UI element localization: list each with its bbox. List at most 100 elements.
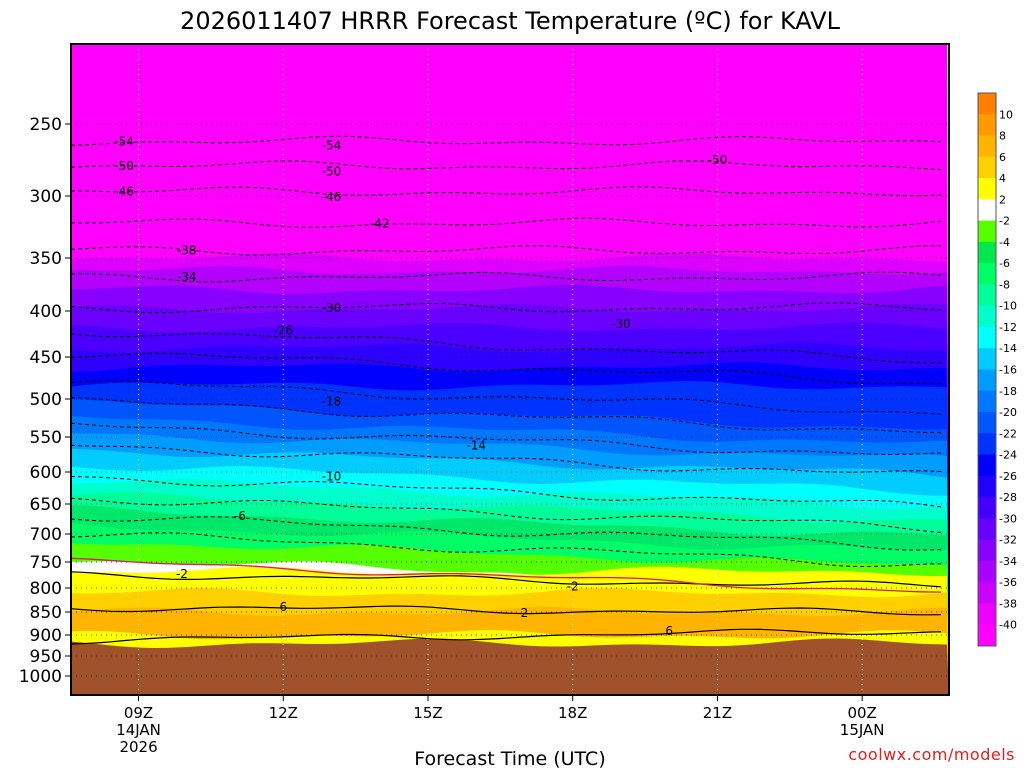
colorbar-swatch (978, 433, 996, 456)
colorbar-tick-label: -8 (999, 278, 1010, 291)
colorbar-swatch (978, 220, 996, 243)
isotherm-line (71, 516, 942, 551)
colorbar-swatch (978, 326, 996, 349)
colorbar-swatch (978, 624, 996, 647)
colorbar-tick-label: 10 (999, 108, 1013, 121)
y-tick-label: 950 (30, 647, 62, 667)
y-tick-label: 750 (30, 553, 62, 573)
colorbar-tick-label: 2 (999, 193, 1006, 206)
colorbar-tick-label: -40 (999, 619, 1017, 632)
colorbar-swatch (978, 369, 996, 392)
isotherm-line (71, 271, 942, 283)
y-tick-label: 700 (30, 525, 62, 545)
temperature-bands (71, 44, 949, 695)
colorbar-swatch (978, 390, 996, 413)
x-tick-label: 15Z (413, 704, 442, 722)
colorbar-swatch (978, 454, 996, 477)
colorbar-tick-label: -36 (999, 576, 1017, 589)
colorbar-swatch (978, 560, 996, 583)
contour-label: -14 (466, 438, 486, 452)
y-tick-label: 500 (30, 390, 62, 410)
colorbar-tick-label: -28 (999, 491, 1017, 504)
y-tick-label: 300 (30, 187, 62, 207)
isotherm-line (71, 302, 942, 314)
contour-label: -38 (177, 244, 197, 258)
x-tick-label: 2026 (119, 738, 157, 756)
colorbar-tick-label: -14 (999, 342, 1017, 355)
colorbar-swatch (978, 518, 996, 541)
colorbar-swatch (978, 305, 996, 328)
y-tick-label: 350 (30, 249, 62, 269)
colorbar-swatch (978, 582, 996, 604)
colorbar-swatch (978, 263, 996, 285)
colorbar-swatch (978, 475, 996, 498)
y-tick-label: 450 (30, 348, 62, 368)
colorbar-swatch (978, 199, 996, 222)
colorbar-tick-label: -16 (999, 364, 1017, 377)
y-tick-label: 600 (30, 463, 62, 483)
colorbar-tick-label: -34 (999, 555, 1017, 568)
x-tick-label: 00Z (847, 704, 876, 722)
contour-label: -42 (370, 216, 390, 230)
isotherm-line (71, 571, 942, 588)
contour-label: -30 (611, 317, 631, 331)
colorbar-swatch (978, 241, 996, 264)
isotherm-line (71, 476, 942, 508)
isotherm-line (71, 422, 942, 456)
colorbar-swatch (978, 114, 996, 137)
isotherm-line (71, 352, 942, 385)
y-tick-label: 550 (30, 428, 62, 448)
isotherm-line (71, 444, 942, 473)
colorbar-tick-label: 6 (999, 151, 1006, 164)
colorbar-tick-label: -10 (999, 300, 1017, 313)
colorbar-tick-label: -24 (999, 449, 1017, 462)
isotherm-line (71, 160, 942, 171)
contour-label: -46 (322, 190, 342, 204)
isotherm-line (71, 380, 942, 415)
colorbar-tick-label: -30 (999, 512, 1017, 525)
colorbar-tick-label: -20 (999, 406, 1017, 419)
colorbar-swatch (978, 603, 996, 626)
colorbar-swatch (978, 156, 996, 179)
colorbar-tick-label: 4 (999, 172, 1006, 185)
plot-frame (70, 43, 950, 696)
colorbar-swatch (978, 348, 996, 370)
contour-label: -50 (708, 153, 728, 167)
isotherm-line (71, 333, 941, 364)
isotherm-line (71, 135, 942, 146)
isotherm-line (71, 217, 942, 228)
contour-label: -10 (322, 469, 342, 483)
contour-label: -54 (114, 134, 134, 148)
temperature-band (71, 638, 949, 695)
contour-label: -18 (322, 394, 342, 408)
isotherm-line (71, 186, 942, 197)
isotherm-line (71, 628, 942, 645)
y-tick-label: 850 (30, 603, 62, 623)
colorbar-swatch (978, 412, 996, 434)
contour-label: -46 (114, 185, 134, 199)
contour-label: -6 (234, 509, 246, 523)
isotherm-line (71, 497, 942, 533)
colorbar-swatch (978, 93, 996, 115)
colorbar-tick-label: -38 (999, 597, 1017, 610)
gridlines (71, 44, 949, 695)
y-tick-label: 900 (30, 626, 62, 646)
contour-label: -54 (322, 139, 342, 153)
colorbar-tick-label: -18 (999, 385, 1017, 398)
colorbar-swatch (978, 284, 996, 307)
isotherm-line (71, 605, 942, 616)
x-tick-label: 15JAN (840, 721, 885, 739)
x-tick-label: 14JAN (116, 721, 161, 739)
isotherm-line (71, 397, 941, 433)
y-axis-ticks: 250 300 350 400 450 500 550 600 650 700 750 800 850 9… (19, 115, 71, 687)
colorbar-tick-label: -2 (999, 215, 1010, 228)
contour-labels: -54-50-46-54-50-46-42-50-38-34-30-30-26-… (114, 134, 727, 638)
contour-label: -34 (177, 270, 197, 284)
colorbar-tick-label: -26 (999, 470, 1017, 483)
contour-label: -26 (273, 323, 293, 337)
contour-label: 2 (521, 606, 529, 620)
contour-label: -2 (567, 579, 579, 593)
colorbar-swatch (978, 178, 996, 200)
